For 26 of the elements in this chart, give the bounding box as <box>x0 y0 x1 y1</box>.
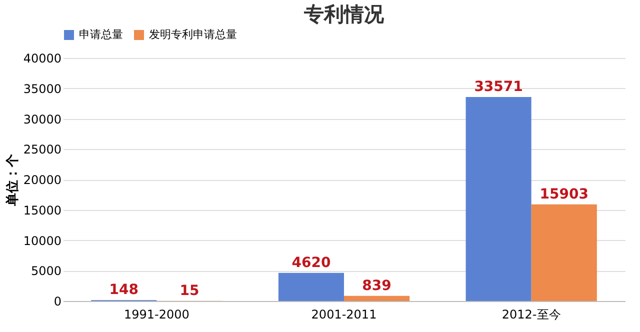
x-tick-label: 1991-2000 <box>124 308 190 322</box>
y-tick-label: 5000 <box>30 264 62 278</box>
y-tick-label: 15000 <box>23 203 62 218</box>
bar <box>466 97 532 301</box>
y-tick-label: 10000 <box>23 234 62 248</box>
y-tick-label: 30000 <box>23 112 62 126</box>
data-label: 15903 <box>540 186 588 202</box>
y-tick-label: 40000 <box>23 52 62 66</box>
data-label: 148 <box>109 282 138 298</box>
data-label: 33571 <box>474 79 523 96</box>
x-tick-label: 2012-至今 <box>502 308 561 322</box>
bar <box>531 204 597 301</box>
y-axis-title: 单位：个 <box>4 153 20 207</box>
y-tick-label: 0 <box>54 294 62 308</box>
y-tick-label: 25000 <box>23 142 62 157</box>
legend-label: 申请总量 <box>79 28 123 41</box>
data-label: 15 <box>180 282 200 299</box>
bar <box>278 272 344 301</box>
data-label: 4620 <box>292 254 331 271</box>
legend-label: 发明专利申请总量 <box>149 28 237 41</box>
bar <box>344 296 410 301</box>
data-label: 839 <box>362 278 392 294</box>
y-tick-label: 20000 <box>23 173 62 187</box>
x-tick-label: 2001-2011 <box>311 308 377 322</box>
y-tick-label: 35000 <box>23 82 62 96</box>
chart-title: 专利情况 <box>303 2 385 26</box>
